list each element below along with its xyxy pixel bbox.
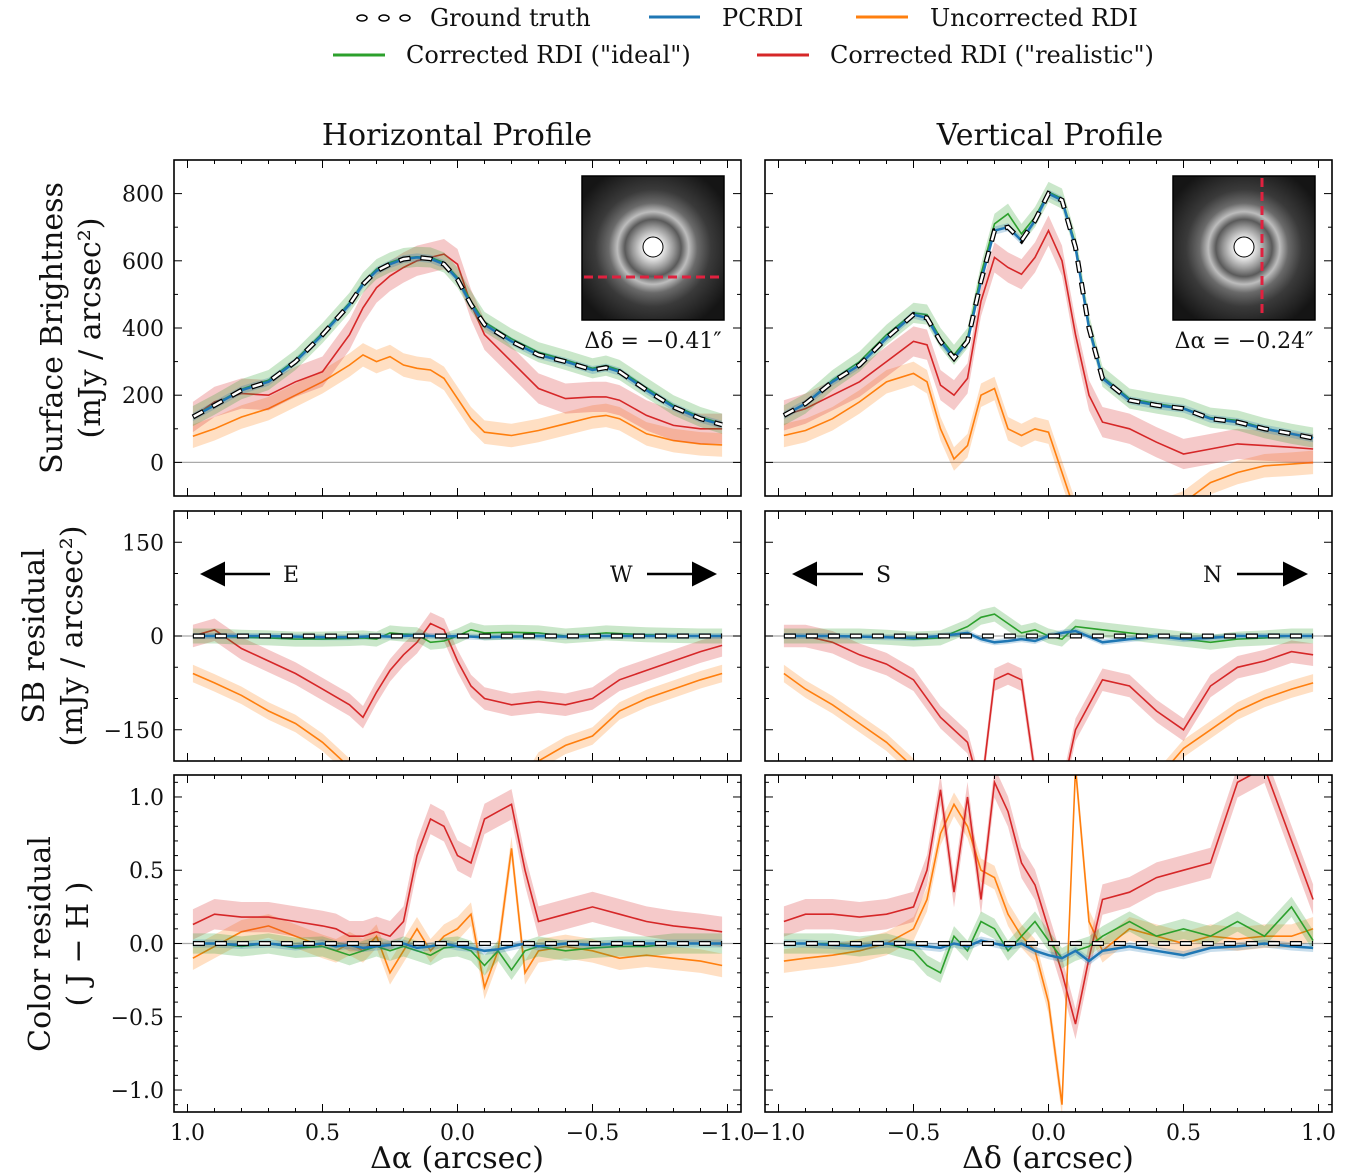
x-tick-label: 1.0 [170,1121,205,1146]
y-tick-label: 600 [122,250,164,275]
plot-area [782,181,1314,496]
y-tick-label: −1.0 [111,1079,164,1104]
west-label: W [610,563,633,588]
series-corrected-rdi-realistic- [192,622,723,719]
coronagraph-mask [642,236,664,258]
series-ground-truth-fill [783,191,1314,440]
x-tick-label: −0.5 [887,1121,940,1146]
panel-4 [764,510,1333,762]
x-tick-label: 0.5 [305,1121,340,1146]
error-band [783,775,1314,1040]
legend-label: Ground truth [430,4,591,32]
error-band [783,215,1314,470]
panel-5: 1.0 0.5 0.0 −0.5 −1.0 −1.0 −0.5 0.0 0.5 1.0 [111,774,754,1146]
row-label-line: Color residual [23,836,58,1052]
y-tick-label: 0.0 [129,933,164,958]
plot-area [191,238,723,457]
series-corrected-rdi-ideal- [192,628,723,644]
y-tick-label: 800 [122,183,164,208]
series-ground-truth-fill [192,256,723,427]
y-tick-label: 0 [150,451,164,476]
row-label-sb: Surface Brightness (mJy / arcsec²) [35,182,108,474]
plot-area [192,612,723,761]
legend-pcrdi: PCRDI [649,4,803,32]
inset-caption: Δδ = −0.41″ [584,329,721,354]
series-corrected-rdi-realistic- [192,803,723,938]
row-label-res: SB residual (mJy / arcsec²) [17,525,90,746]
x-tick-label: −0.5 [566,1121,619,1146]
error-band [192,789,723,952]
y-tick-label: 200 [122,384,164,409]
coronagraph-mask [1233,236,1255,258]
right-column-title: Vertical Profile [936,118,1163,153]
legend-uncorrected: Uncorrected RDI [856,4,1138,32]
series-uncorrected-rdi [783,672,1314,761]
legend-realistic: Corrected RDI ("realistic") [757,41,1154,69]
y-tick-label: 0.5 [129,859,164,884]
right-x-axis-label: Δδ (arcsec) [962,1141,1134,1174]
error-band [783,624,1314,761]
left-x-axis-label: Δα (arcsec) [370,1141,544,1174]
x-tick-label: −1.0 [752,1121,805,1146]
x-tick-label: 0.5 [1166,1121,1201,1146]
plot-area [783,775,1314,1112]
y-tick-label: 0 [150,625,164,650]
x-tick-label: 0.0 [1031,1121,1066,1146]
error-band [783,181,1314,448]
row-label-line: Surface Brightness [35,182,70,474]
plot-area [192,789,723,1000]
row-label-line: (mJy / arcsec²) [73,217,108,438]
row-label-line: SB residual [17,548,52,723]
row-label-line: ( J − H ) [61,882,96,1007]
south-label: S [876,563,891,588]
y-tick-label: 150 [122,531,164,556]
row-label-col: Color residual ( J − H ) [23,836,96,1052]
panel-2 [764,159,1333,497]
legend-ideal: Corrected RDI ("ideal") [333,41,691,69]
y-tick-label: −0.5 [111,1006,164,1031]
series-corrected-rdi-realistic- [192,253,723,430]
east-label: E [283,563,299,588]
y-tick-label: 1.0 [129,786,164,811]
legend-label: Corrected RDI ("realistic") [830,41,1154,69]
error-band [192,238,723,444]
x-tick-label: −1.0 [701,1121,754,1146]
series-uncorrected-rdi [783,372,1314,496]
series-corrected-rdi-realistic- [783,635,1314,761]
series-corrected-rdi-realistic- [783,228,1314,455]
row-label-line: (mJy / arcsec²) [55,525,90,746]
direction-arrows: E W S N [200,561,1308,588]
inset-caption: Δα = −0.24″ [1175,329,1314,354]
series-corrected-rdi-realistic- [783,775,1314,1025]
north-label: N [1203,563,1222,588]
legend-label: Corrected RDI ("ideal") [406,41,691,69]
error-band [192,836,723,1000]
panel-3: −150 0 150 [104,510,742,762]
series-corrected-rdi-ideal- [192,942,723,972]
error-band [783,361,1314,496]
legend-label: PCRDI [722,4,803,32]
panel-6: −1.0 −0.5 0.0 0.5 1.0 [752,774,1336,1146]
left-inset: Δδ = −0.41″ [581,175,725,354]
plot-area [783,606,1314,761]
left-column-title: Horizontal Profile [322,118,592,153]
right-inset: Δα = −0.24″ [1172,175,1316,354]
y-tick-label: 400 [122,317,164,342]
legend-ground-truth: Ground truth [356,4,591,32]
x-tick-label: 0.0 [440,1121,475,1146]
legend-label: Uncorrected RDI [930,4,1138,32]
y-tick-label: −150 [104,719,164,744]
error-band [783,606,1314,650]
series-uncorrected-rdi [192,353,723,446]
legend: Ground truth PCRDI Uncorrected RDI Corre… [333,4,1154,69]
series-corrected-rdi-ideal- [783,905,1314,974]
series-uncorrected-rdi [192,672,723,761]
x-tick-label: 1.0 [1301,1121,1336,1146]
panel-1: 0 200 400 600 800 [122,159,742,497]
